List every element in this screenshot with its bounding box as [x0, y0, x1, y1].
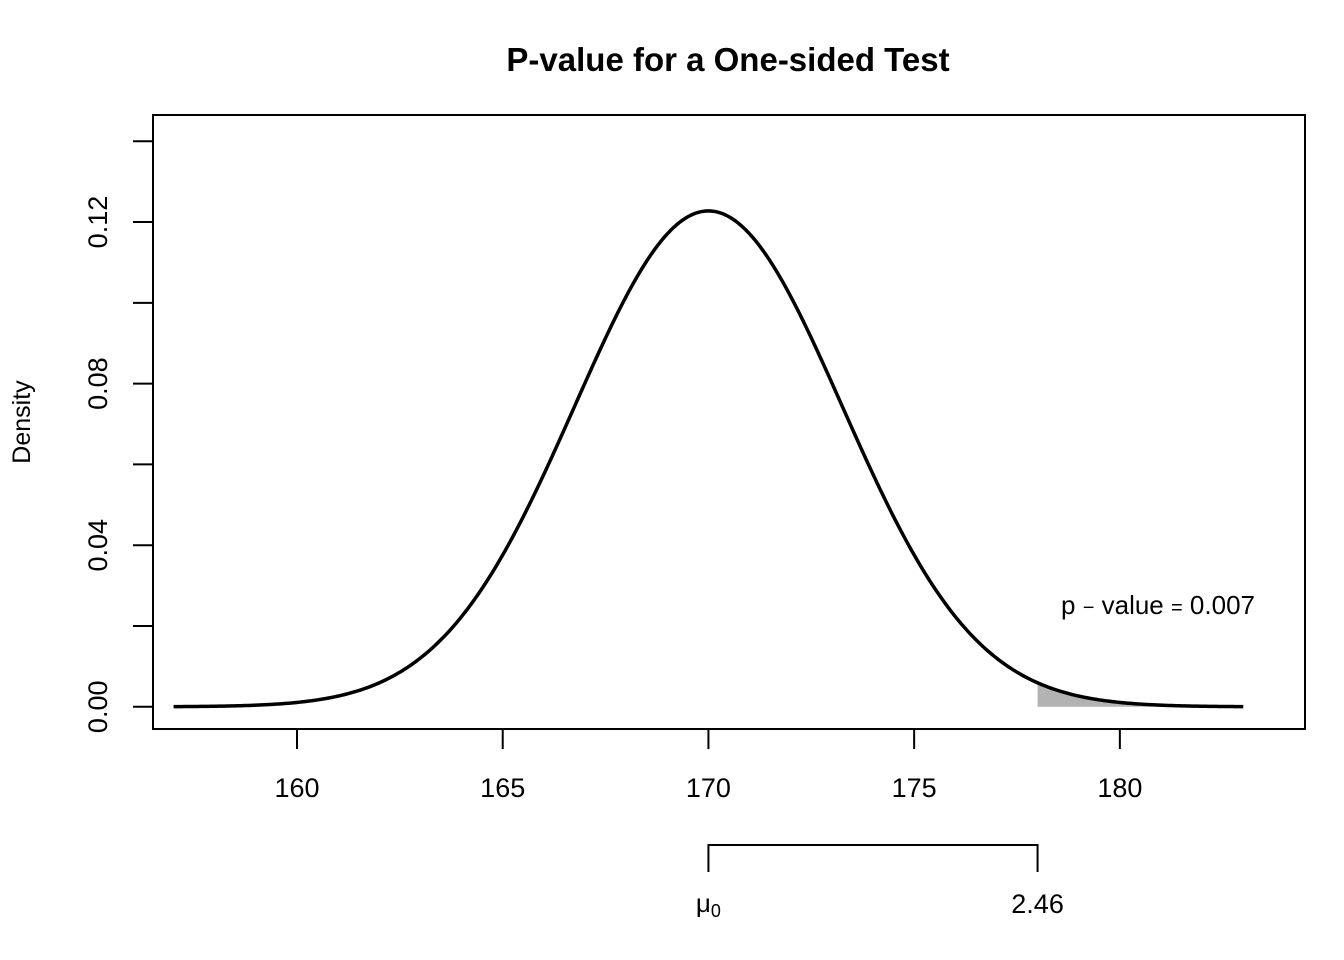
p-value-label-word: value — [1102, 590, 1164, 620]
y-axis: 0.00 0.04 0.08 0.12 — [83, 140, 154, 734]
x-tick-label: 170 — [686, 773, 731, 803]
y-tick-label: 0.04 — [83, 519, 113, 572]
density-curve — [173, 209, 1244, 709]
bracket-line — [707, 844, 1039, 872]
chart-title: P-value for a One-sided Test — [506, 41, 949, 78]
mu-subscript: 0 — [711, 901, 721, 921]
test-statistic-label: 2.46 — [1011, 889, 1064, 919]
p-value-label: p − value = 0.007 — [1061, 590, 1255, 620]
bracket: μ0 2.46 — [696, 844, 1064, 921]
x-tick-label: 175 — [892, 773, 937, 803]
x-tick-label: 160 — [274, 773, 319, 803]
y-axis-title: Density — [8, 380, 36, 464]
y-tick-label: 0.08 — [83, 357, 113, 410]
p-value-label-prefix: p — [1061, 590, 1075, 620]
plot-box — [152, 114, 1306, 730]
p-value-label-equals: = — [1171, 597, 1183, 619]
shaded-region — [1037, 682, 1244, 707]
p-value-label-value: 0.007 — [1190, 590, 1255, 620]
x-tick-label: 180 — [1097, 773, 1142, 803]
p-value-area — [1037, 682, 1244, 707]
mu0-label: μ0 — [696, 888, 721, 921]
y-tick-label: 0.12 — [83, 196, 113, 249]
p-value-label-operator: − — [1083, 597, 1095, 619]
mu-symbol: μ — [696, 888, 711, 918]
x-tick-label: 165 — [480, 773, 525, 803]
x-axis: 160 165 170 175 180 — [274, 728, 1142, 803]
y-tick-label: 0.00 — [83, 681, 113, 734]
